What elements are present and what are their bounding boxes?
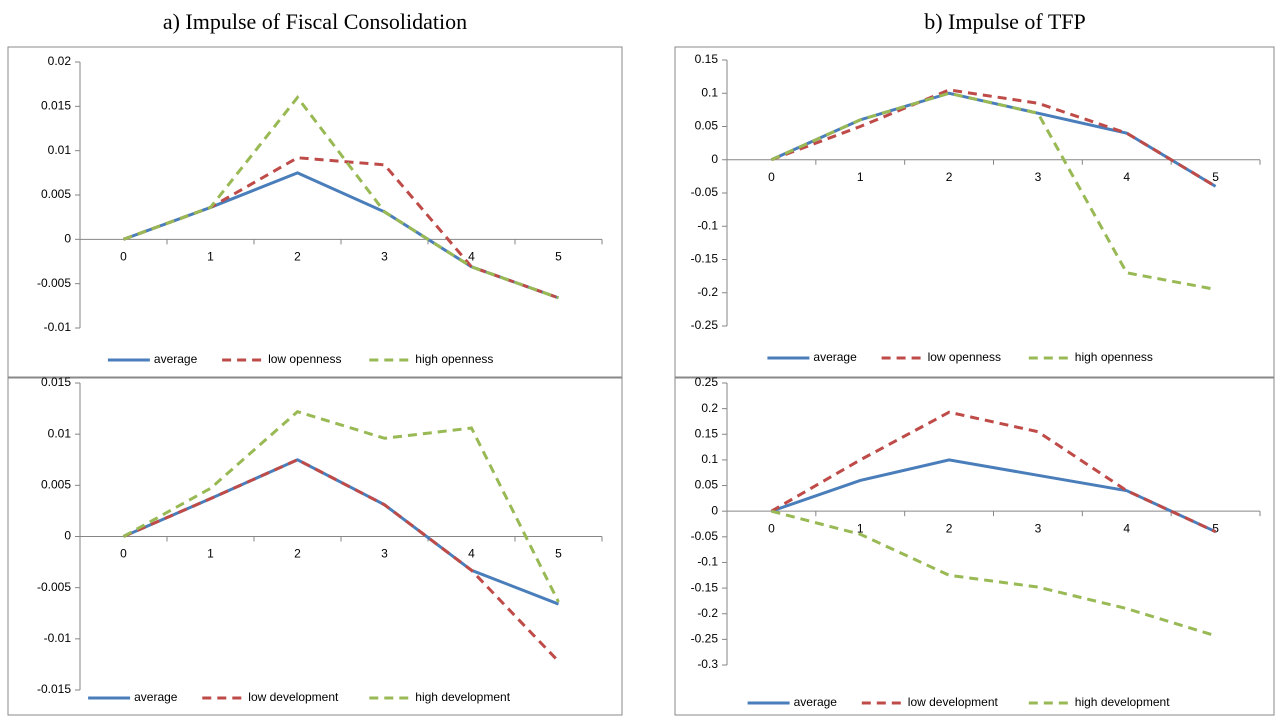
x-tick-label: 4 — [1123, 521, 1130, 535]
y-tick-label: 0.01 — [48, 426, 72, 440]
y-tick-label: -0.015 — [37, 682, 71, 696]
legend-label: low openness — [928, 350, 1001, 364]
y-tick-label: -0.01 — [44, 631, 72, 645]
y-tick-label: 0.05 — [695, 119, 719, 133]
legend-label: high openness — [1075, 350, 1153, 364]
y-tick-label: -0.2 — [697, 285, 718, 299]
x-tick-label: 1 — [207, 250, 214, 264]
legend-label: low development — [248, 690, 339, 704]
series-line — [122, 409, 560, 603]
x-tick-label: 2 — [946, 170, 953, 184]
x-tick-label: 2 — [946, 521, 953, 535]
x-tick-label: 4 — [468, 547, 475, 561]
series-line — [770, 91, 1217, 188]
series-line — [122, 156, 560, 300]
y-tick-label: -0.005 — [37, 580, 71, 594]
panel-title: a) Impulse of Fiscal Consolidation — [163, 9, 467, 34]
x-tick-label: 2 — [294, 250, 301, 264]
chart-frame — [674, 46, 1275, 378]
x-tick-label: 3 — [1035, 521, 1042, 535]
series-line — [770, 91, 1216, 291]
y-tick-label: -0.3 — [697, 657, 718, 671]
y-tick-label: -0.15 — [691, 252, 719, 266]
series-line — [122, 95, 560, 300]
y-tick-label: 0.05 — [695, 478, 719, 492]
legend-label: high development — [1075, 695, 1170, 709]
x-tick-label: 0 — [768, 521, 775, 535]
y-tick-label: 0.1 — [701, 452, 718, 466]
y-tick-label: 0.01 — [48, 143, 72, 157]
legend-label: average — [794, 695, 838, 709]
series-line — [770, 410, 1217, 534]
chart-frame — [7, 46, 623, 378]
y-tick-label: 0.02 — [48, 54, 72, 68]
y-tick-label: 0.005 — [41, 187, 71, 201]
y-tick-label: 0 — [711, 503, 718, 517]
y-tick-label: -0.1 — [697, 218, 718, 232]
y-tick-label: -0.2 — [697, 606, 718, 620]
panel-title: b) Impulse of TFP — [924, 9, 1086, 34]
chart-frame — [674, 377, 1275, 716]
legend-label: low openness — [268, 352, 341, 366]
x-tick-label: 4 — [468, 250, 475, 264]
x-tick-label: 1 — [207, 547, 214, 561]
y-tick-label: 0 — [711, 152, 718, 166]
y-tick-label: -0.25 — [691, 632, 719, 646]
y-tick-label: -0.25 — [691, 318, 719, 332]
x-tick-label: 3 — [381, 547, 388, 561]
y-tick-label: -0.05 — [691, 185, 719, 199]
y-tick-label: -0.1 — [697, 555, 718, 569]
y-tick-label: 0.2 — [701, 401, 718, 415]
series-line — [122, 458, 560, 606]
x-tick-label: 3 — [1035, 170, 1042, 184]
legend-label: average — [154, 352, 198, 366]
x-tick-label: 3 — [381, 250, 388, 264]
chart-frame — [7, 377, 623, 716]
y-tick-label: 0.015 — [41, 375, 71, 389]
y-tick-label: 0.005 — [41, 478, 71, 492]
y-tick-label: 0 — [64, 232, 71, 246]
y-tick-label: -0.005 — [37, 276, 71, 290]
x-tick-label: 1 — [857, 521, 864, 535]
x-tick-label: 2 — [294, 547, 301, 561]
y-tick-label: 0.15 — [695, 52, 719, 66]
x-tick-label: 5 — [555, 547, 562, 561]
legend-label: average — [134, 690, 178, 704]
series-line — [771, 509, 1217, 638]
y-tick-label: -0.05 — [691, 529, 719, 543]
x-tick-label: 0 — [120, 547, 127, 561]
x-tick-label: 5 — [1212, 521, 1219, 535]
y-tick-label: 0.25 — [695, 375, 719, 389]
y-tick-label: 0 — [64, 529, 71, 543]
legend-label: low development — [908, 695, 999, 709]
legend-label: high development — [415, 690, 510, 704]
x-tick-label: 5 — [1212, 170, 1219, 184]
series-line — [122, 171, 560, 300]
y-tick-label: 0.015 — [41, 99, 71, 113]
x-tick-label: 5 — [555, 250, 562, 264]
x-tick-label: 0 — [120, 250, 127, 264]
x-tick-label: 0 — [768, 170, 775, 184]
y-tick-label: -0.01 — [44, 320, 72, 334]
series-line — [770, 88, 1217, 188]
x-tick-label: 1 — [857, 170, 864, 184]
legend-label: average — [813, 350, 857, 364]
y-tick-label: 0.1 — [701, 85, 718, 99]
y-tick-label: -0.15 — [691, 580, 719, 594]
x-tick-label: 4 — [1123, 170, 1130, 184]
y-tick-label: 0.15 — [695, 426, 719, 440]
series-line — [122, 458, 560, 663]
series-line — [770, 458, 1217, 534]
legend-label: high openness — [415, 352, 493, 366]
